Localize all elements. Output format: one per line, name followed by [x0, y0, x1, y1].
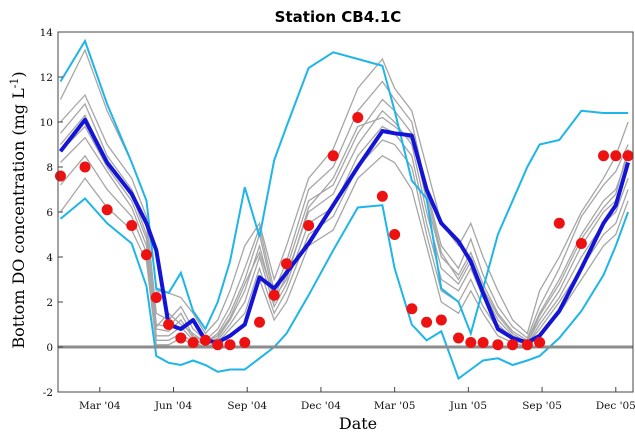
- x-tick-label: Sep '04: [227, 400, 267, 412]
- y-tick-label: -2: [43, 387, 53, 399]
- series-layer: [54, 38, 634, 381]
- y-axis-label-superscript: -1: [8, 78, 21, 89]
- observed-point: [224, 339, 236, 351]
- observed-point: [492, 339, 504, 351]
- observed-point: [187, 337, 199, 348]
- observed-point: [268, 289, 280, 301]
- ensemble-line: [59, 48, 629, 335]
- observed-point: [507, 339, 519, 351]
- observed-point: [521, 339, 533, 351]
- observed-point: [453, 332, 465, 344]
- observed-point: [212, 339, 224, 351]
- observed-point: [465, 337, 477, 348]
- observed-point: [575, 238, 587, 249]
- y-axis-label-main: Bottom DO concentration (mg L: [9, 88, 28, 349]
- observed-point: [376, 190, 388, 202]
- observed-point: [622, 150, 634, 162]
- y-tick-label: 6: [46, 207, 53, 219]
- x-tick-label: Jun '05: [449, 400, 487, 412]
- observed-point: [79, 161, 91, 173]
- x-tick-label: Sep '05: [522, 400, 562, 412]
- x-tick-label: Mar '05: [374, 400, 416, 412]
- observed-point: [101, 204, 113, 216]
- observed-point: [553, 217, 565, 229]
- observed-point: [253, 316, 265, 328]
- y-tick-label: 14: [40, 27, 54, 39]
- observed-point: [327, 150, 339, 162]
- observed-point: [610, 150, 622, 162]
- observed-point: [477, 337, 489, 348]
- observed-point: [54, 170, 66, 182]
- y-tick-label: 4: [46, 252, 53, 264]
- y-tick-label: 10: [40, 117, 53, 129]
- y-tick-label: 0: [46, 342, 53, 354]
- observed-point: [281, 258, 293, 270]
- observed-point: [175, 332, 187, 344]
- observed-point: [199, 334, 211, 346]
- y-tick-label: 8: [46, 162, 53, 174]
- x-axis-label: Date: [339, 414, 377, 433]
- x-tick-label: Dec '05: [596, 400, 635, 412]
- chart-title: Station CB4.1C: [275, 8, 402, 26]
- y-axis-label: Bottom DO concentration (mg L-1): [8, 71, 28, 348]
- x-tick-label: Jun '04: [154, 400, 193, 412]
- x-tick-label: Dec '04: [301, 400, 341, 412]
- bound-line: [59, 38, 629, 337]
- observed-point: [389, 229, 401, 240]
- observed-point: [140, 249, 152, 261]
- observed-point: [534, 337, 546, 348]
- bound-line: [59, 197, 630, 381]
- observed-point: [435, 314, 447, 326]
- observed-point: [150, 292, 162, 303]
- observed-point: [406, 303, 418, 315]
- y-tick-label: 12: [40, 72, 53, 84]
- observed-point: [126, 220, 138, 231]
- observed-point: [598, 150, 610, 162]
- observed-point: [303, 220, 315, 231]
- observed-point: [421, 316, 433, 328]
- plot-area: -2 0 2 4 6 8 10 12 14 Mar '04 Jun '04 Sep '04 Dec '0…: [40, 27, 635, 412]
- x-tick-label: Mar '04: [79, 400, 121, 412]
- y-axis-label-close: ): [9, 71, 28, 77]
- observed-point: [163, 319, 175, 330]
- observed-point: [239, 337, 251, 348]
- tick-layer: -2 0 2 4 6 8 10 12 14 Mar '04 Jun '04 Sep '04 Dec '0…: [40, 27, 635, 412]
- observed-point: [352, 112, 364, 123]
- y-tick-label: 2: [46, 297, 53, 309]
